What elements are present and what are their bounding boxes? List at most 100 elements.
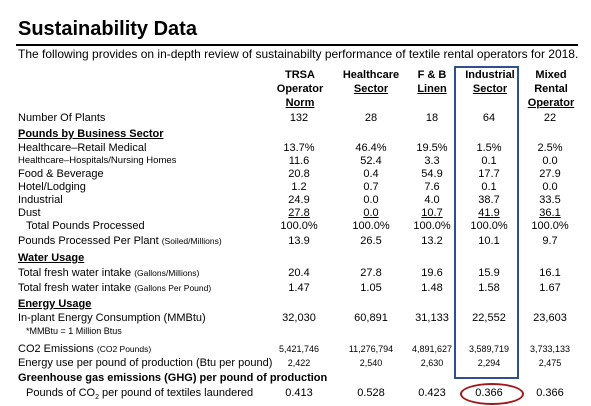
table-cell: 1.48 [421,282,443,294]
table-cell: 13.2 [421,235,443,247]
table-cell: 100.0% [280,220,318,232]
row-label-plants: Number Of Plants [18,112,106,124]
table-cell: 22 [543,112,557,124]
table-cell: 100.0% [470,220,508,232]
col-header-trsa: TRSA Operator Norm [276,69,324,109]
table-cell: 13.9 [288,235,310,247]
table-cell: 22,552 [472,312,506,324]
table-cell: 41.9 [478,207,500,219]
section-ghg: Greenhouse gas emissions (GHG) per pound… [18,372,328,384]
table-cell: 0.0 [363,194,379,206]
table-cell: 33.5 [539,194,561,206]
table-cell: 19.5% [416,142,448,154]
table-cell: 32,030 [282,312,316,324]
table-cell: 9.7 [542,235,558,247]
table-cell: 0.7 [363,181,379,193]
table-cell: 52.4 [360,155,382,167]
table-cell: 38.7 [478,194,500,206]
table-cell: 1.58 [478,282,500,294]
table-cell: 0.413 [285,387,313,399]
row-label: CO2 Emissions (CO2 Pounds) [18,343,152,355]
table-cell: 0.1 [481,155,497,167]
page-title: Sustainability Data [18,18,197,40]
row-label: Dust [18,207,41,219]
table-cell: 10.1 [478,235,500,247]
table-cell: 100.0% [413,220,451,232]
table-cell: 7.6 [424,181,440,193]
table-cell: 23,603 [533,312,567,324]
table-cell: 16.1 [539,267,561,279]
row-label: In-plant Energy Consumption (MMBtu) [18,312,206,324]
row-label: Hotel/Lodging [18,181,86,193]
table-cell: 18 [425,112,439,124]
col-header-mixed: Mixed Rental Operator [527,69,575,109]
table-cell: 4,891,627 [411,344,453,354]
table-cell: 0.0 [363,207,379,219]
row-label: Total Pounds Processed [26,220,145,232]
table-cell: 2,294 [477,358,501,368]
table-cell: 0.0 [542,181,558,193]
table-cell: 2,540 [359,358,383,368]
table-cell: 27.8 [360,267,382,279]
table-cell: 1.47 [288,282,310,294]
table-cell: 2,422 [287,358,311,368]
table-cell: 28 [364,112,378,124]
table-cell: 2.5% [537,142,563,154]
row-label: Pounds Processed Per Plant (Soiled/Milli… [18,235,222,247]
row-label: Healthcare–Retail Medical [18,142,147,154]
row-label: Total fresh water intake (Gallons/Millio… [18,267,200,279]
table-cell: 1.2 [291,181,307,193]
table-cell: 19.6 [421,267,443,279]
table-cell: 36.1 [539,207,561,219]
table-cell: 60,891 [354,312,388,324]
subtitle: The following provides on in-depth revie… [18,47,579,61]
highlight-oval [460,383,524,405]
table-cell: 15.9 [478,267,500,279]
table-cell: 0.0 [542,155,558,167]
row-label: Total fresh water intake (Gallons Per Po… [18,282,212,294]
table-cell: 2,630 [420,358,444,368]
table-cell: 64 [482,112,496,124]
col-header-fb: F & B Linen [417,69,447,95]
table-cell: 11,276,794 [348,344,394,354]
section-energy: Energy Usage [18,298,92,310]
table-cell: 20.4 [288,267,310,279]
row-label: Food & Beverage [18,168,104,180]
footnote-mmbtu: *MMBtu = 1 Million Btus [26,326,122,336]
row-label-co2-per-pound: Pounds of CO2 per pound of textiles laun… [26,387,254,402]
table-cell: 24.9 [288,194,310,206]
col-header-industrial: Industrial Sector [465,69,515,95]
table-cell: 26.5 [360,235,382,247]
table-cell: 0.4 [363,168,379,180]
table-cell: 100.0% [352,220,390,232]
table-cell: 20.8 [288,168,310,180]
table-cell: 0.366 [536,387,564,399]
table-cell: 17.7 [478,168,500,180]
table-cell: 0.1 [481,181,497,193]
table-cell: 1.05 [360,282,382,294]
table-cell: 4.0 [424,194,440,206]
table-cell: 1.5% [476,142,502,154]
table-cell: 0.528 [357,387,385,399]
table-cell: 27.8 [288,207,310,219]
table-cell: 11.6 [288,155,310,167]
table-cell: 0.423 [418,387,446,399]
table-cell: 1.67 [539,282,561,294]
title-rule [16,44,578,46]
table-cell: 100.0% [531,220,569,232]
table-cell: 3,733,133 [529,344,571,354]
table-cell: 31,133 [415,312,449,324]
table-cell: 3.3 [424,155,440,167]
table-cell: 46.4% [355,142,387,154]
row-label: Industrial [18,194,63,206]
table-cell: 132 [289,112,309,124]
row-label: Energy use per pound of production (Btu … [18,357,273,369]
table-cell: 2,475 [538,358,562,368]
row-label: Healthcare–Hospitals/Nursing Homes [18,155,177,166]
table-cell: 54.9 [421,168,443,180]
table-cell: 13.7% [283,142,315,154]
table-cell: 3,589,719 [468,344,510,354]
table-cell: 5,421,746 [278,344,320,354]
section-pounds: Pounds by Business Sector [18,128,164,140]
industrial-highlight-box [454,66,519,379]
